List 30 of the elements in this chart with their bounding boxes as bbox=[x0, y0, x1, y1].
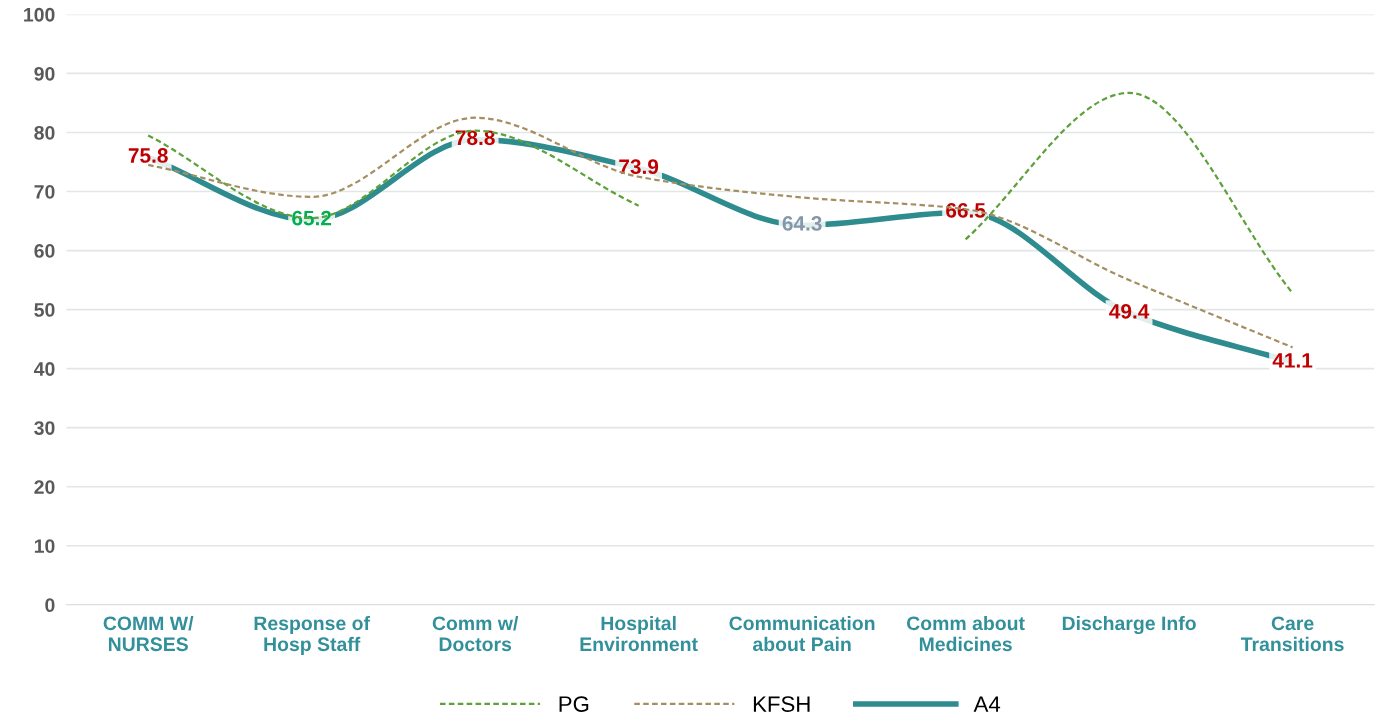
y-tick-label: 90 bbox=[34, 66, 55, 81]
y-tick-label: 50 bbox=[34, 303, 55, 317]
data-label: 41.1 bbox=[1272, 353, 1313, 368]
legend-label: A4 bbox=[973, 696, 1001, 712]
y-tick-label: 30 bbox=[34, 421, 55, 435]
x-tick-label: Hospital Environment bbox=[580, 615, 698, 652]
x-tick-label: Discharge Info bbox=[1062, 615, 1196, 635]
data-label: 65.2 bbox=[292, 210, 332, 226]
y-tick-label: 80 bbox=[34, 125, 55, 140]
y-tick-label: 0 bbox=[45, 598, 55, 613]
x-tick-label: Response of Hosp Staff bbox=[254, 615, 371, 655]
x-tick-label: Communication about Pain bbox=[729, 615, 875, 652]
data-label: 66.5 bbox=[946, 203, 986, 218]
y-tick-label: 10 bbox=[34, 539, 55, 553]
data-label: 78.8 bbox=[455, 130, 495, 146]
data-label: 64.3 bbox=[782, 216, 822, 231]
x-tick-label: Comm w/ Doctors bbox=[432, 615, 519, 652]
x-tick-label: Care Transitions bbox=[1240, 616, 1344, 652]
legend-label: KFSH bbox=[753, 696, 810, 712]
y-tick-label: 70 bbox=[34, 184, 55, 199]
y-tick-label: 100 bbox=[24, 7, 55, 22]
y-tick-label: 40 bbox=[33, 362, 55, 376]
y-tick-label: 60 bbox=[34, 244, 55, 258]
data-label: 73.9 bbox=[619, 159, 659, 175]
y-tick-label: 20 bbox=[34, 480, 55, 494]
data-label: 75.8 bbox=[128, 148, 168, 163]
x-tick-label: Comm about Medicines bbox=[906, 615, 1025, 652]
legend-label: PG bbox=[559, 696, 589, 712]
x-tick-label: COMM W/ NURSES bbox=[103, 615, 194, 652]
data-label: 49.4 bbox=[1109, 303, 1150, 319]
